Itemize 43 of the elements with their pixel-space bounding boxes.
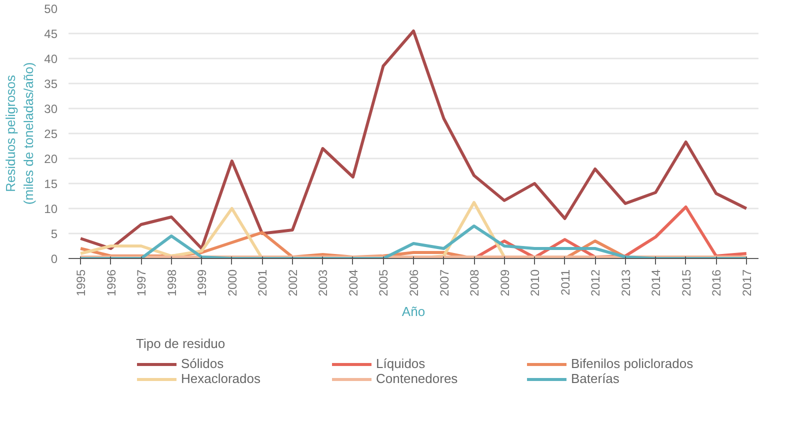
x-tick-label: 2007 [437, 269, 452, 296]
x-tick-label: 2002 [286, 269, 300, 296]
x-tick-label: 2017 [740, 269, 754, 296]
y-tick-label: 35 [44, 77, 58, 91]
legend-label: Hexaclorados [181, 371, 262, 386]
y-tick-label: 25 [44, 127, 58, 141]
x-tick-label: 2011 [558, 269, 572, 296]
legend-label: Baterías [571, 371, 620, 386]
x-tick-label: 2006 [407, 269, 421, 296]
y-tick-label: 50 [44, 2, 58, 16]
x-tick-label: 1996 [104, 269, 118, 296]
x-axis-title: Año [402, 304, 426, 320]
x-tick-label: 2009 [498, 269, 512, 296]
y-tick-label: 5 [50, 227, 58, 241]
legend-label: Bifenilos policlorados [571, 356, 694, 371]
x-tick-label: 2003 [316, 269, 330, 296]
legend-label: Líquidos [376, 356, 426, 371]
x-tick-label: 1999 [195, 269, 210, 296]
x-tick-label: 2012 [588, 269, 603, 296]
legend-label: Contenedores [376, 371, 459, 386]
x-tick-label: 1998 [164, 269, 179, 296]
y-tick-label: 0 [50, 252, 58, 266]
y-tick-label: 15 [44, 177, 58, 191]
x-tick-label: 2008 [468, 269, 482, 296]
y-tick-label: 40 [44, 52, 58, 66]
y-tick-label: 45 [44, 27, 58, 41]
y-tick-label: 10 [44, 202, 58, 216]
y-axis-title: Residuos peligrosos (miles de toneladas/año) [3, 62, 36, 205]
legend-title: Tipo de residuo [136, 336, 226, 351]
x-tick-label: 2004 [346, 269, 360, 296]
x-tick-label: 2013 [618, 269, 633, 296]
x-tick-label: 2016 [710, 269, 724, 296]
x-tick-label: 2014 [649, 269, 664, 296]
x-tick-label: 2005 [376, 269, 391, 296]
x-tick-label: 2001 [256, 269, 270, 296]
x-tick-label: 1997 [134, 269, 149, 296]
y-tick-label: 30 [44, 102, 58, 116]
legend-label: Sólidos [181, 356, 225, 371]
x-tick-label: 1995 [74, 269, 88, 296]
x-tick-label: 2015 [679, 269, 694, 296]
x-tick-label: 2000 [225, 269, 240, 296]
x-tick-label: 2010 [528, 269, 542, 296]
y-tick-label: 20 [44, 152, 58, 166]
